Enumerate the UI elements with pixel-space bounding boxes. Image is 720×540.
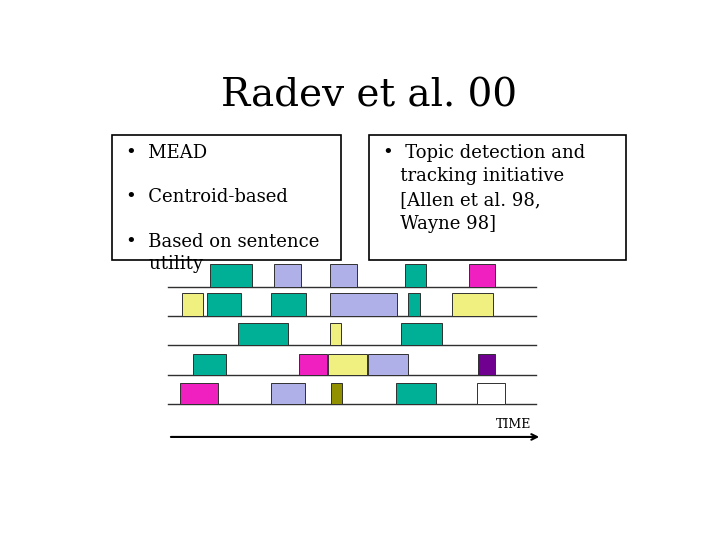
Bar [210,265,252,287]
Bar [300,354,327,375]
Bar [193,354,225,375]
Bar [182,293,203,316]
Bar [405,265,426,287]
Bar [181,383,218,404]
Bar [330,322,341,346]
Bar [331,383,342,404]
Text: Radev et al. 00: Radev et al. 00 [221,77,517,114]
Bar [477,383,505,404]
Bar [207,293,240,316]
Bar [368,354,408,375]
Bar [271,293,306,316]
Text: •  Topic detection and
   tracking initiative
   [Allen et al. 98,
   Wayne 98]: • Topic detection and tracking initiativ… [383,144,585,233]
Text: TIME: TIME [495,418,531,431]
FancyBboxPatch shape [369,136,626,260]
Bar [401,322,441,346]
Bar [469,265,495,287]
Bar [330,265,356,287]
Bar [274,265,301,287]
Bar [238,322,288,346]
Bar [408,293,420,316]
Text: •  MEAD

•  Centroid-based

•  Based on sentence
    utility: • MEAD • Centroid-based • Based on sente… [126,144,320,273]
Bar [478,354,495,375]
Bar [396,383,436,404]
Bar [328,354,367,375]
Bar [271,383,305,404]
Bar [451,293,493,316]
Bar [330,293,397,316]
FancyBboxPatch shape [112,136,341,260]
